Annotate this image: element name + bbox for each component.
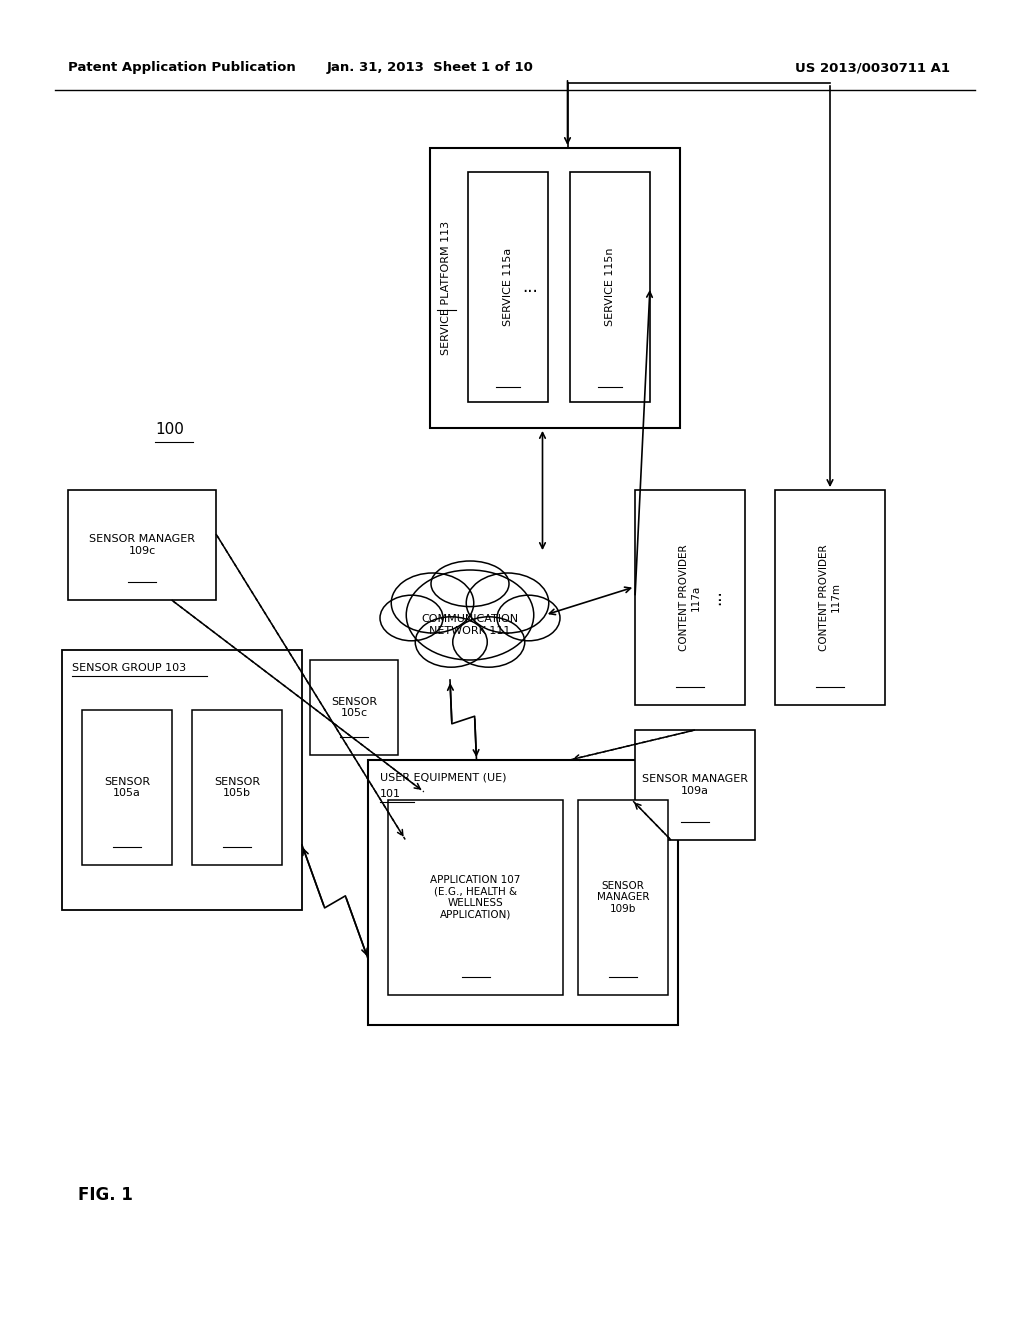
Bar xyxy=(578,800,668,995)
Bar xyxy=(468,172,548,403)
Ellipse shape xyxy=(391,573,474,634)
Bar xyxy=(68,490,216,601)
Text: COMMUNICATION
NETWORK 111: COMMUNICATION NETWORK 111 xyxy=(422,614,518,636)
Text: SENSOR GROUP 103: SENSOR GROUP 103 xyxy=(72,663,186,673)
Text: SENSOR
105a: SENSOR 105a xyxy=(104,776,151,799)
Ellipse shape xyxy=(431,561,509,607)
Bar xyxy=(570,172,650,403)
Ellipse shape xyxy=(466,573,549,634)
Text: US 2013/0030711 A1: US 2013/0030711 A1 xyxy=(795,62,950,74)
Text: Jan. 31, 2013  Sheet 1 of 10: Jan. 31, 2013 Sheet 1 of 10 xyxy=(327,62,534,74)
Text: APPLICATION 107
(E.G., HEALTH &
WELLNESS
APPLICATION): APPLICATION 107 (E.G., HEALTH & WELLNESS… xyxy=(430,875,520,920)
Text: SERVICE 115a: SERVICE 115a xyxy=(503,248,513,326)
Text: SENSOR MANAGER
109a: SENSOR MANAGER 109a xyxy=(642,775,748,796)
Text: 100: 100 xyxy=(155,422,184,437)
Bar xyxy=(310,660,398,755)
Text: ...: ... xyxy=(706,589,724,605)
Bar xyxy=(388,800,563,995)
Text: SENSOR
105b: SENSOR 105b xyxy=(214,776,260,799)
Text: Patent Application Publication: Patent Application Publication xyxy=(68,62,296,74)
Ellipse shape xyxy=(402,561,538,669)
Bar xyxy=(635,490,745,705)
Ellipse shape xyxy=(416,616,487,667)
Text: SENSOR MANAGER
109c: SENSOR MANAGER 109c xyxy=(89,535,195,556)
Text: CONTENT PROVIDER
117a: CONTENT PROVIDER 117a xyxy=(679,544,700,651)
Bar xyxy=(62,649,302,909)
Text: CONTENT PROVIDER
117m: CONTENT PROVIDER 117m xyxy=(819,544,841,651)
Text: SENSOR
105c: SENSOR 105c xyxy=(331,697,377,718)
Text: USER EQUIPMENT (UE): USER EQUIPMENT (UE) xyxy=(380,774,507,783)
Text: SENSOR
MANAGER
109b: SENSOR MANAGER 109b xyxy=(597,880,649,913)
Bar xyxy=(82,710,172,865)
Text: FIG. 1: FIG. 1 xyxy=(78,1185,132,1204)
Bar xyxy=(635,730,755,840)
Ellipse shape xyxy=(380,595,443,640)
Text: ...: ... xyxy=(522,279,538,296)
Text: 101: 101 xyxy=(380,789,401,799)
Bar xyxy=(430,148,680,428)
Bar xyxy=(193,710,282,865)
Bar xyxy=(368,760,678,1026)
Text: SERVICE 115n: SERVICE 115n xyxy=(605,248,615,326)
Ellipse shape xyxy=(407,570,534,660)
Bar xyxy=(775,490,885,705)
Text: SERVICE PLATFORM 113: SERVICE PLATFORM 113 xyxy=(441,220,451,355)
Ellipse shape xyxy=(497,595,560,640)
Ellipse shape xyxy=(453,616,524,667)
